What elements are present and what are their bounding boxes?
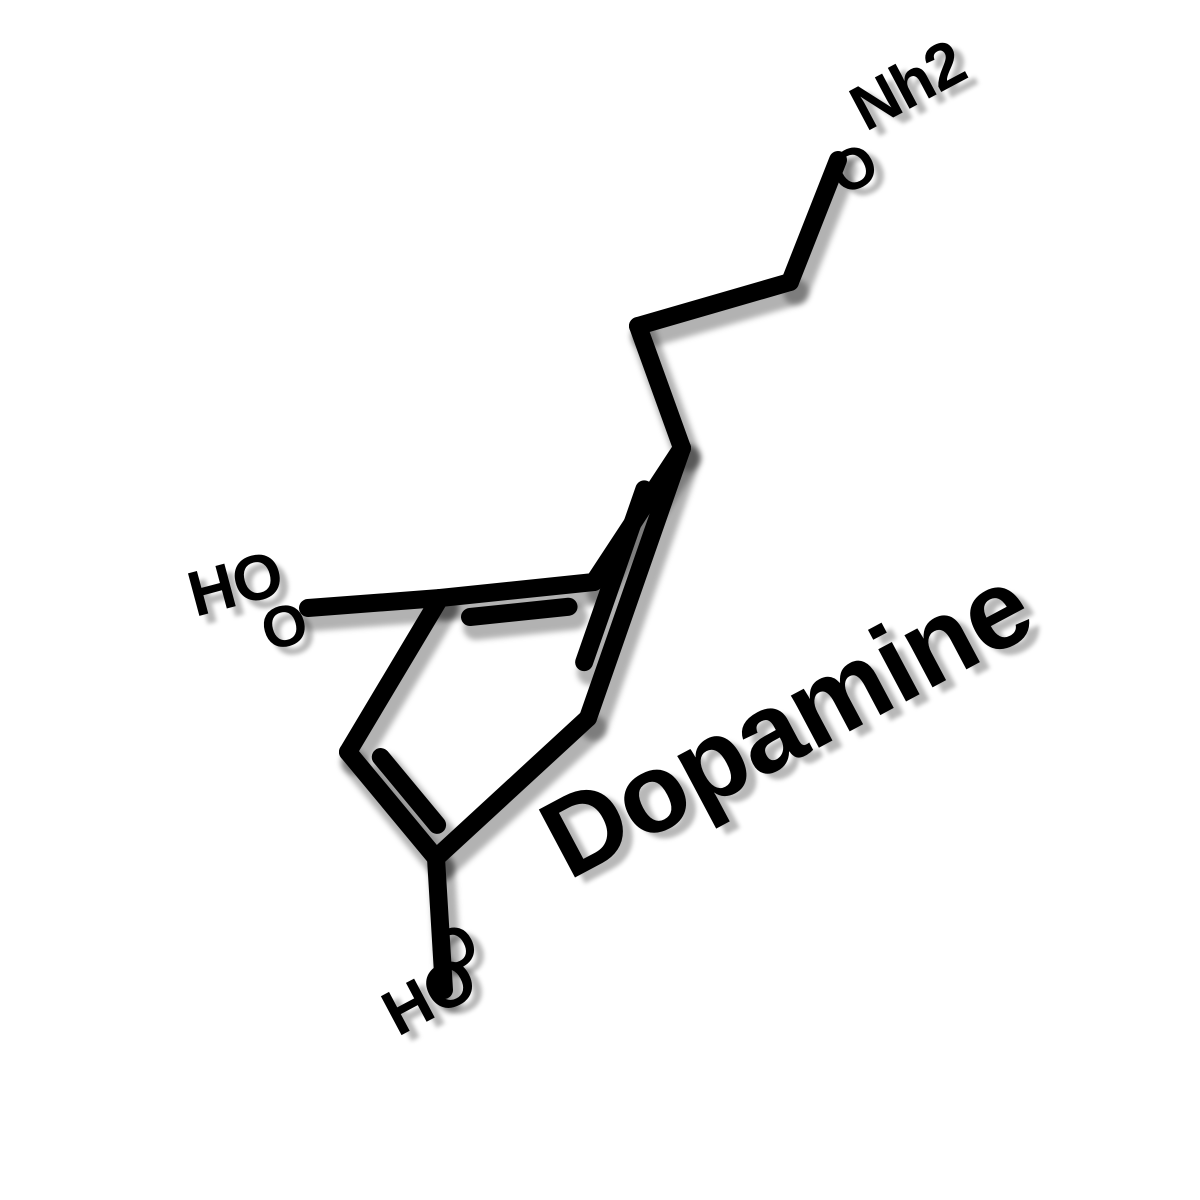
diagram-canvas: HO HO O O HO HO O O O O Nh2 Nh2 Dopamine… xyxy=(0,0,1200,1200)
